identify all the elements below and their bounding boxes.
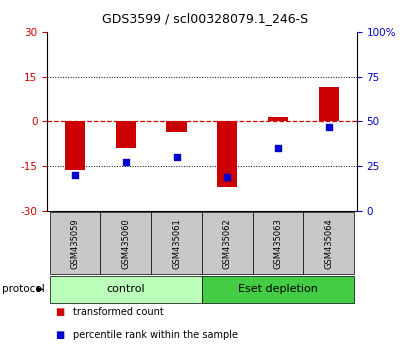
Bar	[65, 121, 85, 170]
Text: protocol: protocol	[2, 284, 45, 295]
Bar	[202, 212, 252, 274]
Bar	[166, 121, 186, 132]
Bar	[267, 117, 288, 121]
Bar	[217, 121, 237, 187]
Bar	[100, 212, 151, 274]
Text: ■: ■	[55, 330, 65, 339]
Text: GDS3599 / scl00328079.1_246-S: GDS3599 / scl00328079.1_246-S	[102, 12, 307, 25]
Text: ■: ■	[55, 307, 65, 316]
Bar	[49, 212, 100, 274]
Bar	[115, 121, 136, 148]
Point	[122, 160, 129, 165]
Point	[223, 174, 230, 179]
Bar	[303, 212, 353, 274]
Text: GSM435060: GSM435060	[121, 218, 130, 269]
Point	[325, 124, 331, 130]
Text: GSM435063: GSM435063	[273, 218, 282, 269]
Text: control: control	[106, 284, 145, 295]
Text: GSM435064: GSM435064	[324, 218, 333, 269]
Point	[274, 145, 281, 151]
Bar	[202, 276, 353, 303]
Text: GSM435061: GSM435061	[172, 218, 181, 269]
Text: Eset depletion: Eset depletion	[238, 284, 317, 295]
Text: GSM435062: GSM435062	[222, 218, 231, 269]
Bar	[318, 87, 338, 121]
Text: percentile rank within the sample: percentile rank within the sample	[72, 330, 237, 339]
Text: transformed count: transformed count	[72, 307, 163, 316]
Bar	[252, 212, 303, 274]
Bar	[151, 212, 202, 274]
Point	[173, 154, 180, 160]
Point	[72, 172, 78, 178]
Bar	[49, 276, 202, 303]
Text: GSM435059: GSM435059	[70, 218, 79, 269]
